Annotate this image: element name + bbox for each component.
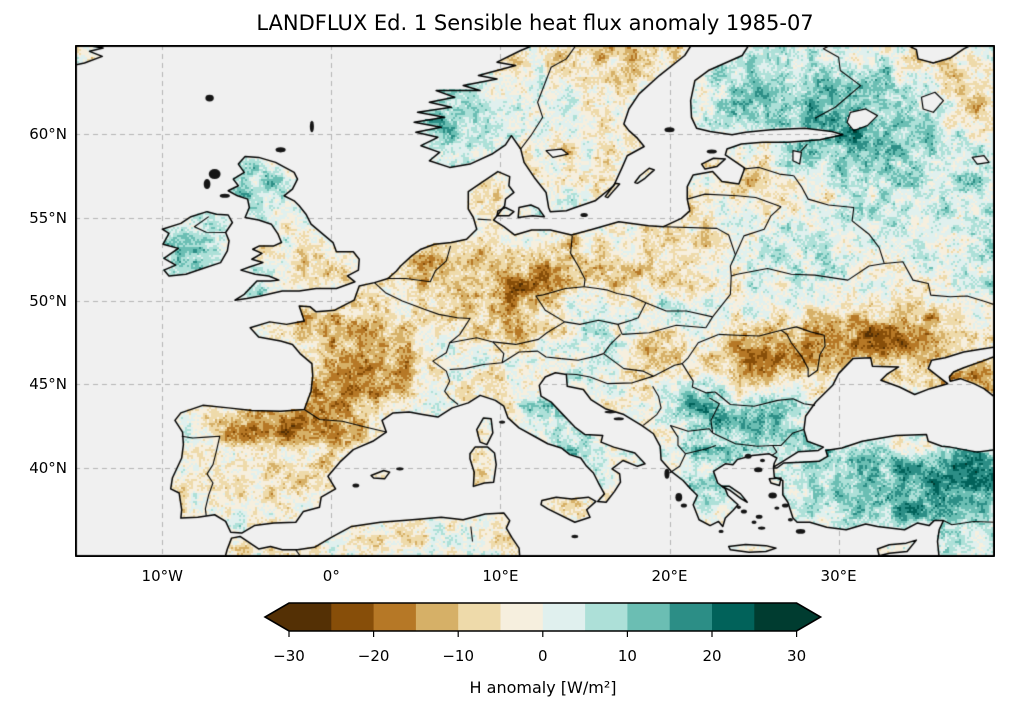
colorbar-segment xyxy=(542,603,586,631)
lon-label-10w: 10°W xyxy=(141,567,183,585)
plot-title: LANDFLUX Ed. 1 Sensible heat flux anomal… xyxy=(256,11,814,35)
lat-label-45n: 45°N xyxy=(29,375,67,394)
colorbar-segment xyxy=(585,603,628,631)
colorbar-segment xyxy=(373,603,417,631)
lat-label-55n: 55°N xyxy=(29,208,67,227)
lat-label-50n: 50°N xyxy=(29,292,67,310)
colorbar-svg: −30 −20 −10 0 10 20 30 xyxy=(263,602,823,665)
colorbar-segment xyxy=(415,603,459,631)
colorbar-segment xyxy=(627,603,671,631)
colorbar-tick-label: −30 xyxy=(273,647,305,665)
colorbar-segment xyxy=(331,603,375,631)
colorbar-segment xyxy=(458,603,501,631)
lon-label-20e: 20°E xyxy=(651,567,688,585)
colorbar-segment xyxy=(669,603,713,631)
lat-label-60n: 60°N xyxy=(29,125,67,143)
lon-label-30e: 30°E xyxy=(820,567,857,585)
colorbar-tick-label: −20 xyxy=(358,647,390,665)
lon-label-10e: 10°E xyxy=(482,567,519,585)
colorbar-segment xyxy=(289,603,332,631)
colorbar-tick-label: 30 xyxy=(787,647,806,665)
colorbar-tick-label: −10 xyxy=(442,647,474,665)
colorbar-segment xyxy=(712,603,755,631)
lon-label-0: 0° xyxy=(322,567,340,585)
colorbar-label: H anomaly [W/m²] xyxy=(469,678,617,697)
lat-label-40n: 40°N xyxy=(29,458,67,477)
colorbar-over-arrow xyxy=(796,603,821,631)
colorbar-tick-label: 10 xyxy=(618,647,637,665)
colorbar-segment xyxy=(500,603,544,631)
colorbar-tick-label: 0 xyxy=(538,647,548,665)
colorbar: −30 −20 −10 0 10 20 30 xyxy=(255,598,835,674)
colorbar-segment xyxy=(754,603,798,631)
colorbar-under-arrow xyxy=(265,603,289,631)
europe-anomaly-map xyxy=(75,45,995,557)
colorbar-tick-label: 20 xyxy=(702,647,721,665)
map-axes xyxy=(75,45,995,557)
